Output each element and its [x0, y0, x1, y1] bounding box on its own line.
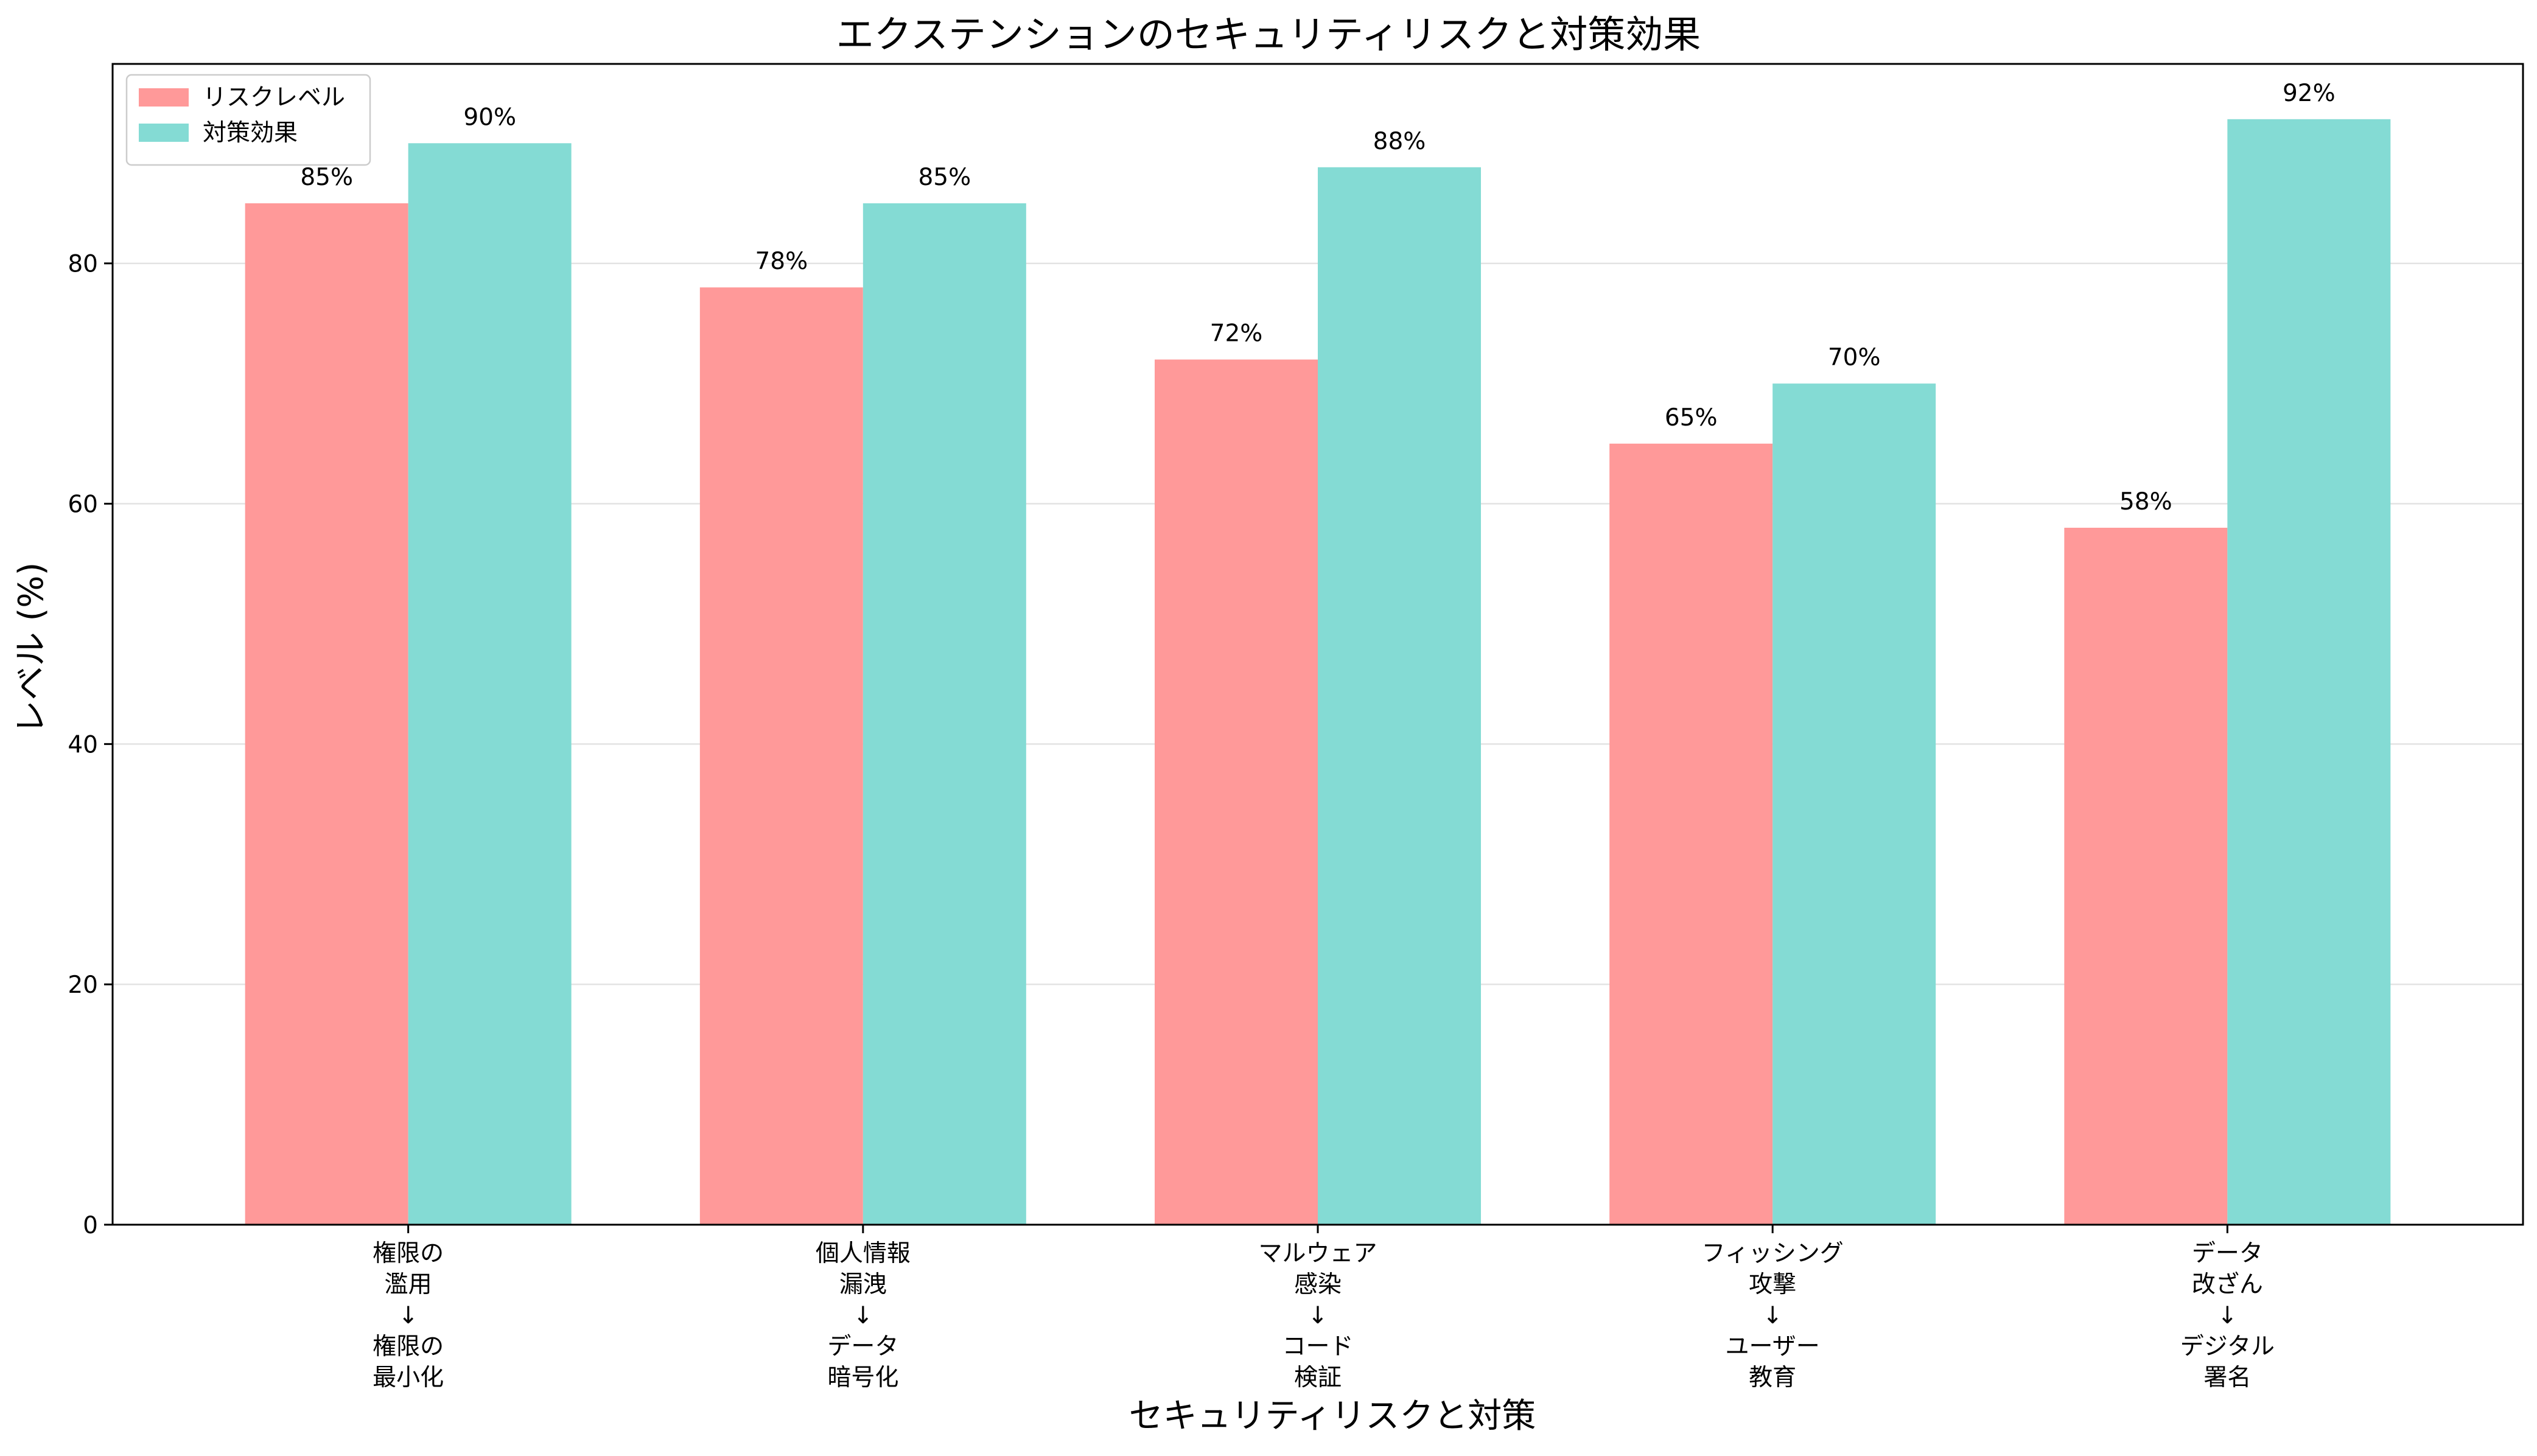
legend-label: 対策効果 [203, 119, 298, 147]
x-tick-label-line: 濫用 [385, 1271, 432, 1298]
x-tick-label-line: データ [2192, 1240, 2263, 1267]
bar-countermeasure-4 [2227, 119, 2391, 1225]
bar-risk-4 [2064, 528, 2228, 1225]
bar-risk-2 [1155, 359, 1318, 1225]
data-label: 78% [755, 248, 808, 275]
x-tick-label-line: 署名 [2203, 1364, 2251, 1391]
data-label: 65% [1665, 404, 1718, 432]
x-tick-label-line: 攻撃 [1749, 1271, 1796, 1298]
x-tick-label-line: ↓ [398, 1302, 418, 1329]
bar-countermeasure-3 [1772, 383, 1936, 1225]
bar-risk-3 [1609, 443, 1773, 1225]
x-tick-label-line: 最小化 [373, 1364, 444, 1391]
data-label: 85% [918, 164, 971, 191]
data-label: 88% [1373, 128, 1426, 155]
data-label: 90% [463, 103, 516, 131]
bar-countermeasure-1 [863, 203, 1026, 1225]
x-tick-label-line: 個人情報 [816, 1240, 911, 1267]
bar-risk-1 [699, 287, 863, 1225]
x-tick-label-line: ↓ [1308, 1302, 1328, 1329]
legend-swatch [139, 88, 189, 107]
x-tick-label-line: 感染 [1294, 1271, 1342, 1298]
x-tick-label: データ改ざん ↓ デジタル署名 [2180, 1240, 2275, 1391]
x-tick-label: フィッシング攻撃 ↓ ユーザー教育 [1702, 1240, 1844, 1391]
x-tick-label-line: デジタル [2180, 1333, 2275, 1360]
bars [245, 119, 2391, 1225]
bar-countermeasure-2 [1318, 167, 1481, 1225]
bar-countermeasure-0 [408, 143, 572, 1225]
x-tick-label-line: ↓ [853, 1302, 873, 1329]
data-label: 72% [1210, 320, 1263, 348]
data-label: 92% [2283, 80, 2336, 107]
x-tick-label-line: 検証 [1294, 1364, 1342, 1391]
x-tick-label-line: 教育 [1749, 1364, 1796, 1391]
x-tick-label-line: 暗号化 [827, 1364, 898, 1391]
x-tick-label-line: フィッシング [1702, 1240, 1844, 1267]
x-tick-label-line: 権限の [373, 1240, 444, 1267]
x-tick-label: マルウェア感染 ↓ コード検証 [1258, 1240, 1377, 1391]
x-tick-label: 個人情報漏洩 ↓ データ暗号化 [816, 1240, 911, 1391]
y-tick-label: 20 [68, 971, 98, 999]
y-axis-ticks: 0 20 40 60 80 [68, 251, 113, 1239]
data-label: 70% [1828, 344, 1881, 371]
bar-risk-0 [245, 203, 408, 1225]
x-tick-label-line: 漏洩 [839, 1271, 887, 1298]
x-tick-label-line: データ [827, 1333, 898, 1360]
x-tick-label-line: コード [1282, 1333, 1353, 1360]
legend-label: リスクレベル [203, 84, 345, 111]
legend-swatch [139, 124, 189, 142]
x-tick-label: 権限の濫用↓権限の最小化 [373, 1240, 444, 1391]
chart-title: エクステンションのセキュリティリスクと対策効果 [836, 12, 1701, 57]
x-tick-label-line: 改ざん [2192, 1271, 2263, 1298]
y-tick-label: 80 [68, 251, 98, 278]
x-tick-label-line: マルウェア [1258, 1240, 1377, 1267]
x-tick-label-line: ユーザー [1726, 1333, 1820, 1360]
x-tick-label-line: ↓ [1763, 1302, 1783, 1329]
y-tick-label: 40 [68, 731, 98, 758]
data-label: 58% [2119, 488, 2172, 516]
x-axis-ticks: 権限の濫用↓権限の最小化個人情報漏洩↓データ暗号化マルウェア感染↓コード検証フィ… [373, 1225, 2275, 1391]
data-labels: 85% 78% 72% 65% 58% 90% 85% 88% 70% 92% [300, 80, 2335, 516]
data-label: 85% [300, 164, 353, 191]
x-tick-label-line: ↓ [2217, 1302, 2238, 1329]
x-axis-label: セキュリティリスクと対策 [1129, 1396, 1536, 1436]
y-tick-label: 0 [83, 1212, 98, 1239]
x-tick-label-line: 権限の [373, 1333, 444, 1360]
y-tick-label: 60 [68, 491, 98, 519]
y-axis-label: レベル (%) [12, 562, 51, 735]
